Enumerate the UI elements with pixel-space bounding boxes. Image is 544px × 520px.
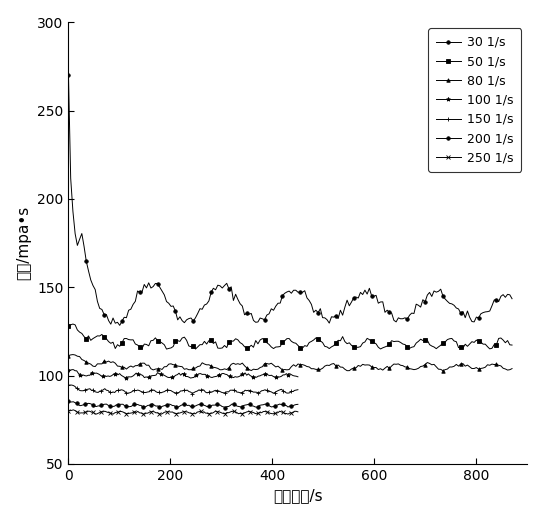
Y-axis label: 粘度/mpa•s: 粘度/mpa•s xyxy=(17,206,32,280)
50 1/s xyxy=(150,337,157,344)
100 1/s xyxy=(164,374,171,380)
100 1/s xyxy=(295,374,301,380)
30 1/s xyxy=(489,303,495,309)
100 1/s xyxy=(80,372,86,378)
100 1/s xyxy=(123,375,129,381)
250 1/s xyxy=(182,409,189,415)
50 1/s xyxy=(94,333,101,339)
Line: 30 1/s: 30 1/s xyxy=(67,73,514,327)
30 1/s xyxy=(473,314,480,320)
80 1/s xyxy=(94,361,101,367)
50 1/s xyxy=(188,344,194,350)
150 1/s xyxy=(65,382,72,388)
250 1/s xyxy=(80,410,86,416)
150 1/s xyxy=(90,387,96,393)
100 1/s xyxy=(65,367,72,373)
X-axis label: 剪切时间/s: 剪切时间/s xyxy=(273,488,323,503)
30 1/s xyxy=(186,316,192,322)
Line: 250 1/s: 250 1/s xyxy=(67,408,300,416)
150 1/s xyxy=(67,382,73,388)
150 1/s xyxy=(75,386,82,393)
200 1/s xyxy=(78,402,85,409)
50 1/s xyxy=(65,322,72,329)
80 1/s xyxy=(85,360,92,366)
100 1/s xyxy=(90,370,96,376)
30 1/s xyxy=(83,258,90,265)
Line: 80 1/s: 80 1/s xyxy=(67,353,514,372)
200 1/s xyxy=(107,403,113,409)
150 1/s xyxy=(181,387,187,393)
200 1/s xyxy=(293,401,300,408)
250 1/s xyxy=(75,410,82,416)
100 1/s xyxy=(182,373,189,380)
50 1/s xyxy=(70,321,76,327)
80 1/s xyxy=(440,368,446,374)
150 1/s xyxy=(189,391,195,397)
200 1/s xyxy=(179,401,186,408)
50 1/s xyxy=(163,346,170,352)
30 1/s xyxy=(509,295,515,302)
30 1/s xyxy=(92,287,98,293)
250 1/s xyxy=(65,408,72,414)
250 1/s xyxy=(295,409,301,415)
200 1/s xyxy=(73,400,80,407)
150 1/s xyxy=(295,386,301,393)
80 1/s xyxy=(509,366,515,372)
100 1/s xyxy=(75,370,82,376)
80 1/s xyxy=(475,366,482,372)
200 1/s xyxy=(222,405,228,411)
50 1/s xyxy=(491,342,497,348)
Line: 100 1/s: 100 1/s xyxy=(66,368,300,380)
30 1/s xyxy=(116,322,123,329)
80 1/s xyxy=(150,367,157,373)
80 1/s xyxy=(70,352,76,358)
Line: 50 1/s: 50 1/s xyxy=(67,322,514,351)
50 1/s xyxy=(509,342,515,348)
Legend: 30 1/s, 50 1/s, 80 1/s, 100 1/s, 150 1/s, 200 1/s, 250 1/s: 30 1/s, 50 1/s, 80 1/s, 100 1/s, 150 1/s… xyxy=(428,29,521,172)
30 1/s xyxy=(65,72,72,79)
50 1/s xyxy=(85,333,92,339)
200 1/s xyxy=(295,401,301,408)
250 1/s xyxy=(158,411,164,418)
30 1/s xyxy=(150,283,157,290)
80 1/s xyxy=(491,361,497,368)
Line: 200 1/s: 200 1/s xyxy=(67,399,300,409)
50 1/s xyxy=(475,339,482,345)
80 1/s xyxy=(186,367,192,373)
250 1/s xyxy=(70,407,77,413)
100 1/s xyxy=(70,367,77,373)
250 1/s xyxy=(164,409,171,415)
80 1/s xyxy=(65,353,72,359)
Line: 150 1/s: 150 1/s xyxy=(66,383,300,396)
200 1/s xyxy=(65,398,72,404)
150 1/s xyxy=(163,387,169,394)
250 1/s xyxy=(90,409,96,415)
100 1/s xyxy=(108,373,115,379)
150 1/s xyxy=(80,387,86,394)
200 1/s xyxy=(88,401,95,407)
150 1/s xyxy=(108,389,115,396)
250 1/s xyxy=(108,410,115,417)
